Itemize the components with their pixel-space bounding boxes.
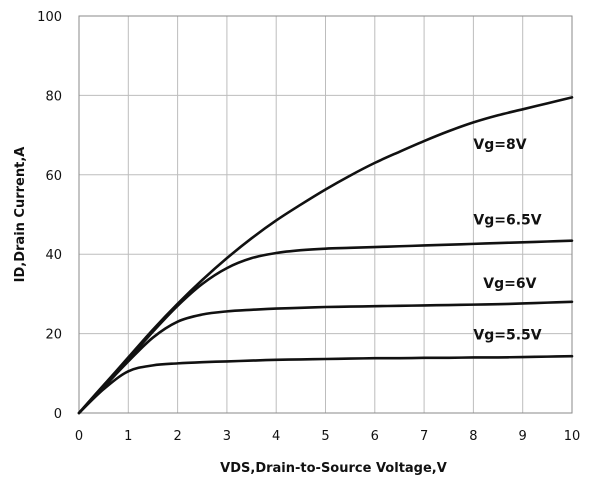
- y-tick-label: 100: [37, 10, 62, 25]
- series-labels: Vg=8V Vg=6.5V Vg=6V Vg=5.5V: [473, 137, 541, 344]
- series-line: [77, 354, 574, 415]
- x-tick-label: 10: [564, 429, 581, 444]
- y-tick-label: 40: [45, 248, 62, 263]
- x-tick-label: 8: [469, 429, 477, 444]
- y-axis-ticks: 0 20 40 60 80 100: [37, 10, 62, 422]
- series-curves: [77, 96, 574, 415]
- series-line: [77, 239, 574, 415]
- series-line: [77, 300, 574, 415]
- plot-frame: [78, 15, 573, 414]
- x-tick-label: 7: [420, 429, 428, 444]
- y-tick-label: 20: [45, 328, 62, 343]
- y-tick-label: 60: [45, 169, 62, 184]
- series-line: [77, 96, 574, 415]
- x-tick-label: 6: [371, 429, 379, 444]
- x-tick-label: 1: [124, 429, 132, 444]
- y-tick-label: 0: [54, 407, 62, 422]
- series-label: Vg=6V: [483, 276, 536, 292]
- x-tick-label: 5: [321, 429, 329, 444]
- x-tick-label: 2: [173, 429, 181, 444]
- x-tick-label: 9: [519, 429, 527, 444]
- x-tick-label: 3: [223, 429, 231, 444]
- x-tick-label: 4: [272, 429, 280, 444]
- x-tick-label: 0: [75, 429, 83, 444]
- x-axis-title: VDS,Drain-to-Source Voltage,V: [220, 461, 447, 476]
- series-label: Vg=5.5V: [473, 328, 541, 344]
- series-label: Vg=6.5V: [473, 212, 541, 228]
- y-tick-label: 80: [45, 89, 62, 104]
- x-axis-ticks: 0 1 2 3 4 5 6 7 8 9 10: [75, 429, 580, 444]
- series-label: Vg=8V: [473, 137, 526, 153]
- y-axis-title: ID,Drain Current,A: [13, 147, 28, 283]
